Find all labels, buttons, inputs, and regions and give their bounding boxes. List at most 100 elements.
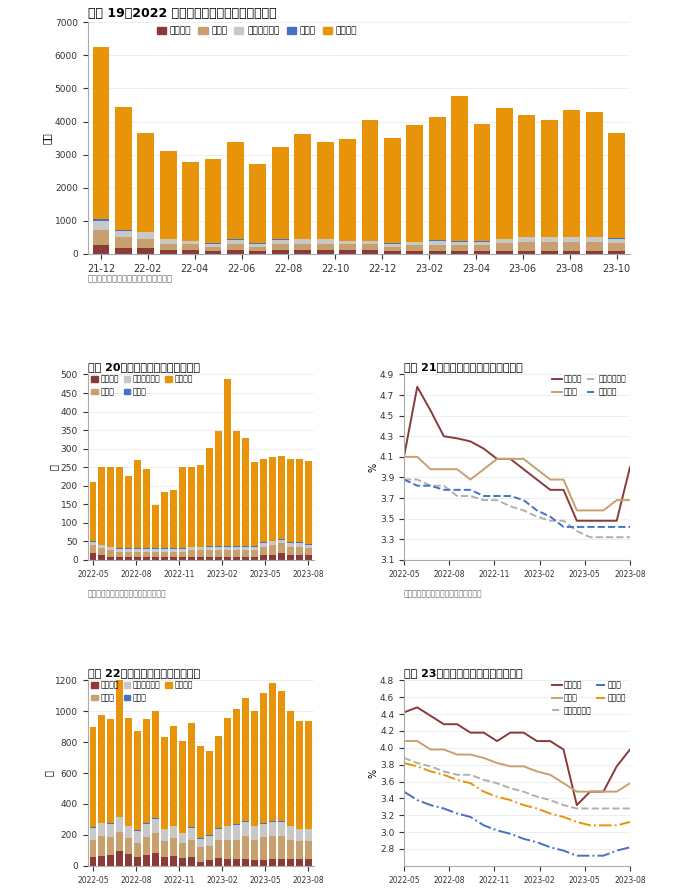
Bar — [586, 112, 603, 237]
Bar — [608, 239, 625, 243]
Bar — [188, 557, 195, 559]
Bar — [249, 243, 266, 247]
Bar — [269, 555, 276, 559]
Bar — [251, 557, 258, 559]
Bar — [227, 250, 244, 254]
Bar — [108, 557, 114, 559]
Bar — [188, 550, 195, 557]
Text: 图表 21：开放式新发分机构业绩基准: 图表 21：开放式新发分机构业绩基准 — [404, 362, 523, 372]
Bar — [251, 860, 258, 866]
Bar — [362, 121, 379, 241]
Bar — [269, 683, 276, 821]
Bar — [294, 240, 311, 243]
Bar — [188, 547, 195, 550]
Bar — [134, 843, 141, 857]
Bar — [197, 746, 204, 838]
Legend: 股份制行, 城商行, 农村金融机构, 外资行, 理财公司: 股份制行, 城商行, 农村金融机构, 外资行, 理财公司 — [157, 27, 357, 36]
Bar — [182, 242, 199, 244]
Bar — [242, 836, 248, 859]
Bar — [384, 251, 401, 254]
Bar — [90, 481, 96, 541]
Bar — [134, 460, 141, 549]
Y-axis label: %: % — [368, 463, 379, 472]
Bar — [287, 546, 293, 555]
Bar — [496, 251, 513, 254]
Bar — [272, 244, 288, 250]
Bar — [296, 721, 302, 829]
Bar — [362, 244, 379, 250]
Bar — [384, 247, 401, 251]
Bar — [541, 237, 558, 242]
Bar — [304, 841, 312, 859]
Text: 图表 23：封闭式新发分机构业绩基准: 图表 23：封闭式新发分机构业绩基准 — [404, 669, 523, 678]
Bar — [182, 250, 199, 254]
Bar — [197, 847, 204, 862]
Bar — [287, 859, 293, 866]
Bar — [224, 379, 231, 546]
Bar — [272, 147, 288, 239]
Bar — [215, 431, 222, 546]
Bar — [108, 467, 114, 546]
Text: 资料来源：普益标准，中金公司研究部: 资料来源：普益标准，中金公司研究部 — [88, 590, 166, 599]
Bar — [233, 839, 240, 859]
Bar — [92, 220, 109, 230]
Bar — [125, 549, 132, 551]
Legend: 股份制行, 城商行, 农村金融机构, 外资行, 理财公司: 股份制行, 城商行, 农村金融机构, 外资行, 理财公司 — [552, 680, 626, 715]
Bar — [260, 824, 267, 837]
Bar — [161, 551, 168, 557]
Bar — [144, 824, 150, 837]
Bar — [227, 240, 244, 244]
Bar — [153, 819, 159, 833]
Bar — [474, 124, 491, 242]
Bar — [362, 250, 379, 254]
Bar — [215, 546, 222, 550]
Bar — [115, 237, 132, 248]
Bar — [233, 431, 240, 546]
Bar — [137, 248, 154, 254]
Bar — [99, 545, 105, 548]
Bar — [564, 242, 580, 251]
Bar — [608, 251, 625, 254]
Bar — [90, 857, 96, 866]
Bar — [161, 737, 168, 829]
Bar — [170, 838, 177, 856]
Bar — [160, 250, 176, 254]
Bar — [269, 544, 276, 555]
Bar — [170, 551, 177, 557]
Bar — [362, 241, 379, 244]
Bar — [92, 47, 109, 219]
Bar — [153, 549, 159, 551]
Bar — [260, 555, 267, 559]
Bar — [224, 550, 231, 557]
Bar — [278, 553, 285, 559]
Bar — [206, 845, 213, 860]
Bar — [161, 829, 168, 841]
Bar — [179, 467, 186, 549]
Bar — [249, 164, 266, 243]
Bar — [115, 107, 132, 230]
Bar — [452, 96, 468, 242]
Bar — [496, 108, 513, 239]
Bar — [179, 549, 186, 551]
Legend: 股份制行, 城商行, 农村金融机构, 外资行, 理财公司: 股份制行, 城商行, 农村金融机构, 外资行, 理财公司 — [91, 375, 192, 396]
Bar — [407, 245, 424, 251]
Bar — [170, 557, 177, 559]
Bar — [144, 549, 150, 551]
Bar — [339, 139, 356, 241]
Bar — [519, 237, 536, 242]
Bar — [304, 548, 312, 555]
Bar — [206, 836, 213, 845]
Bar — [179, 551, 186, 557]
Bar — [170, 856, 177, 866]
Bar — [134, 731, 141, 830]
Bar — [108, 824, 114, 837]
Bar — [134, 551, 141, 557]
Bar — [161, 549, 168, 551]
Bar — [304, 555, 312, 559]
Legend: 股份制行, 城商行, 农村金融机构, 理财公司: 股份制行, 城商行, 农村金融机构, 理财公司 — [552, 375, 626, 396]
Bar — [586, 251, 603, 254]
Bar — [125, 557, 132, 559]
Y-axis label: %: % — [368, 768, 379, 778]
Bar — [224, 839, 231, 859]
Bar — [161, 857, 168, 866]
